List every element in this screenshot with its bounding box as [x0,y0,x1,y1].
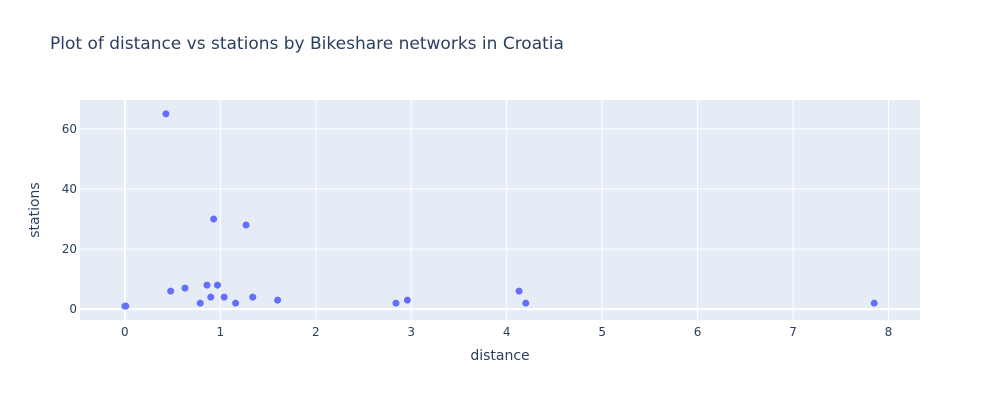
data-point[interactable] [210,215,218,223]
data-point[interactable] [274,296,282,304]
data-points [121,110,878,310]
data-point[interactable] [220,293,228,301]
y-tick-label: 20 [62,242,77,256]
data-point[interactable] [249,293,257,301]
x-tick-label: 7 [789,325,797,339]
x-tick-label: 0 [121,325,129,339]
x-axis-title: distance [470,348,529,364]
x-tick-label: 4 [503,325,511,339]
data-point[interactable] [167,287,175,295]
tick-labels: 0 1 2 3 4 5 6 7 8 0 20 40 60 [62,122,893,339]
x-tick-label: 1 [216,325,224,339]
data-point[interactable] [203,281,211,289]
x-tick-label: 3 [407,325,415,339]
data-point[interactable] [242,221,250,229]
y-tick-label: 60 [62,122,77,136]
data-point[interactable] [522,299,530,307]
data-point[interactable] [392,299,400,307]
x-tick-label: 8 [885,325,893,339]
data-point[interactable] [207,293,215,301]
data-point[interactable] [232,299,240,307]
y-axis-title: stations [27,182,43,237]
data-point[interactable] [515,287,523,295]
grid-lines [80,100,920,320]
data-point[interactable] [162,110,170,118]
data-point[interactable] [196,299,204,307]
chart-title: Plot of distance vs stations by Bikeshar… [50,34,564,54]
y-tick-label: 40 [62,182,77,196]
data-point[interactable] [213,281,221,289]
x-tick-label: 6 [694,325,702,339]
data-point[interactable] [181,284,189,292]
x-tick-label: 5 [598,325,606,339]
data-point[interactable] [122,302,130,310]
x-tick-label: 2 [312,325,320,339]
y-tick-label: 0 [69,302,77,316]
data-point[interactable] [403,296,411,304]
data-point[interactable] [870,299,878,307]
